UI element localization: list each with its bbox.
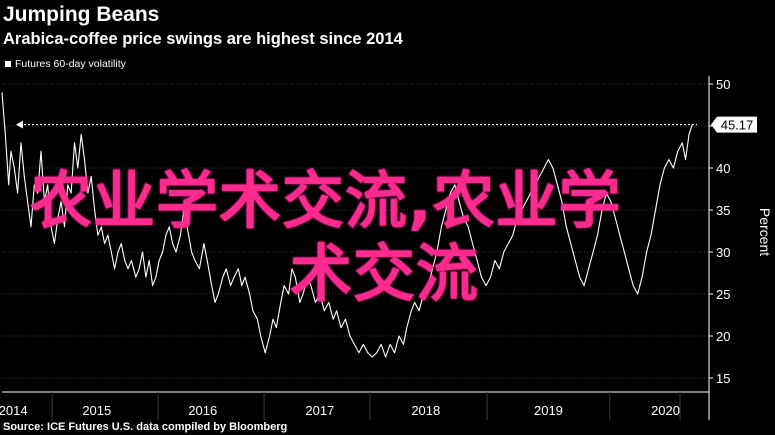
x-tick-label: 2020 [651, 403, 680, 418]
labels: 1520253035404550201420152016201720182019… [0, 77, 773, 418]
grid [2, 83, 709, 379]
x-tick-label: 2018 [411, 403, 440, 418]
legend: Futures 60-day volatility [5, 58, 126, 70]
y-tick-label: 15 [716, 371, 730, 386]
y-tick-label: 20 [716, 329, 730, 344]
x-tick-label: 2014 [0, 403, 28, 418]
y-tick-label: 35 [716, 203, 730, 218]
x-tick-label: 2017 [305, 403, 334, 418]
chart-title: Jumping Beans [3, 3, 160, 26]
chart-subtitle: Arabica-coffee price swings are highest … [3, 30, 403, 48]
y-axis-title: Percent [757, 208, 773, 256]
x-tick-label: 2019 [534, 403, 563, 418]
y-tick-label: 25 [716, 287, 730, 302]
reference-arrow [16, 120, 23, 129]
legend-swatch [5, 61, 11, 67]
axes [2, 76, 713, 420]
volatility-line [1, 92, 693, 358]
y-tick-label: 50 [716, 77, 730, 92]
source-note: Source: ICE Futures U.S. data compiled b… [3, 421, 288, 433]
last-value-box [711, 116, 757, 133]
y-tick-label: 30 [716, 245, 730, 260]
series [1, 92, 697, 358]
last-value-label: 45.17 [721, 118, 754, 133]
x-tick-label: 2015 [82, 403, 111, 418]
y-tick-label: 40 [716, 161, 730, 176]
x-tick-label: 2016 [188, 403, 217, 418]
legend-label: Futures 60-day volatility [15, 58, 126, 70]
